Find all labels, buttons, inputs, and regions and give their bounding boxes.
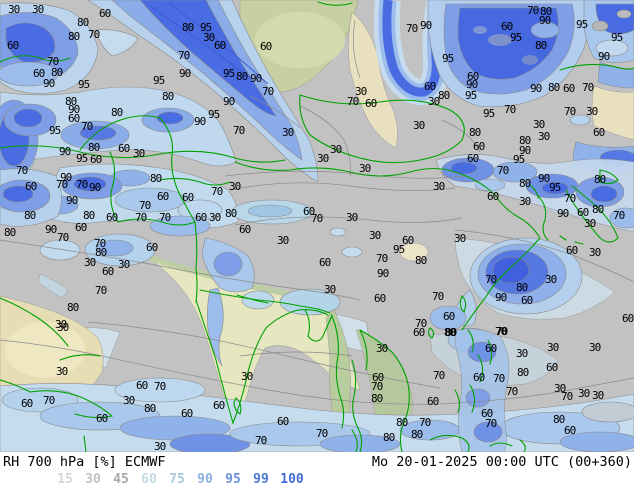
legend-value-99: 99	[253, 472, 269, 487]
borders-layer	[0, 1, 634, 452]
legend-value-75: 75	[169, 472, 185, 487]
caption-bar: RH 700 hPa [%] ECMWF Mo 20-01-2025 00:00…	[0, 453, 634, 470]
caption-product: RH 700 hPa [%] ECMWF	[3, 454, 166, 470]
legend-value-90: 90	[197, 472, 213, 487]
legend-value-30: 30	[85, 472, 101, 487]
map-canvas: 30 30 60 80 70 80 80 95 30 60 60 70 80 60 70 90 95 90 95 80…	[0, 0, 634, 452]
rh-map-svg	[0, 0, 634, 452]
contours-layer	[0, 19, 634, 405]
legend-value-95: 95	[225, 472, 241, 487]
caption-time: Mo 20-01-2025 00:00 UTC (00+360)	[371, 454, 632, 470]
legend-value-45: 45	[113, 472, 129, 487]
legend-value-15: 15	[57, 472, 73, 487]
legend-scale: 15 30 45 60 75 90 95 99 100	[51, 472, 309, 488]
legend-value-100: 100	[280, 472, 304, 487]
humidity-layer	[0, 0, 634, 452]
legend-value-60: 60	[141, 472, 157, 487]
